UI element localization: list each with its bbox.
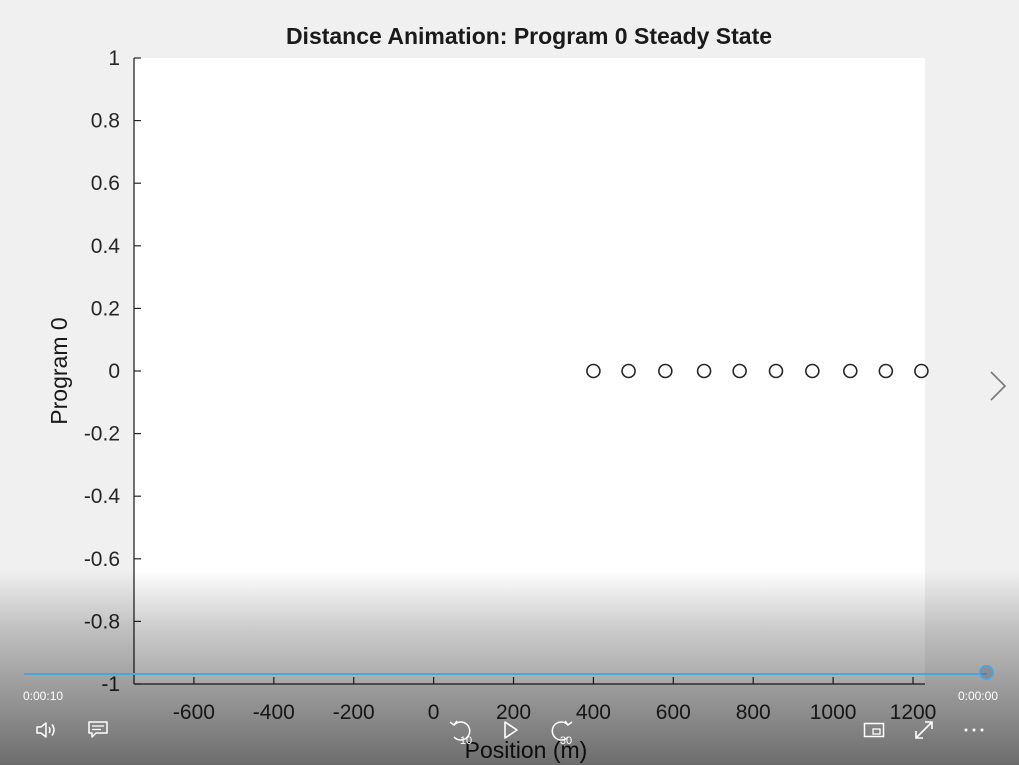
y-tick-label: 1 [108, 47, 120, 70]
y-tick-label: 0.8 [91, 110, 120, 133]
volume-icon [36, 722, 55, 738]
data-point [842, 363, 858, 379]
x-tick-label: -400 [253, 701, 295, 724]
x-tick-label: 600 [656, 701, 691, 724]
y-tick-label: -0.2 [84, 423, 120, 446]
rewind-seconds: 10 [460, 735, 472, 745]
y-tick-label: 0.4 [91, 235, 121, 258]
y-tick-label: -1 [101, 673, 120, 696]
data-point [621, 363, 636, 379]
x-tick-label: 400 [576, 701, 611, 724]
data-point [768, 363, 784, 379]
miniview-button[interactable] [854, 710, 894, 750]
captions-icon [88, 721, 108, 738]
y-tick-label: -0.4 [84, 485, 121, 508]
seek-thumb[interactable] [979, 665, 994, 680]
y-tick-label: 0.2 [91, 297, 120, 320]
y-tick-label: -0.8 [84, 610, 120, 633]
seek-bar[interactable] [24, 673, 987, 675]
forward-30-icon: 30 [551, 720, 573, 745]
more-button[interactable] [954, 710, 994, 750]
data-point [878, 363, 894, 379]
rewind-button[interactable]: 10 [441, 710, 481, 750]
x-tick-label: -200 [333, 701, 375, 724]
x-tick-label: 0 [428, 701, 440, 724]
play-icon [504, 721, 518, 739]
forward-button[interactable]: 30 [541, 710, 581, 750]
y-axis-label: Program 0 [46, 317, 72, 424]
miniview-icon [863, 722, 885, 738]
next-chevron-icon[interactable] [985, 366, 1011, 406]
y-tick-label: -0.6 [84, 548, 120, 571]
data-point [732, 363, 747, 379]
data-point [914, 363, 929, 379]
play-button[interactable] [491, 710, 531, 750]
x-tick-label: 1000 [810, 701, 857, 724]
fullscreen-button[interactable] [904, 710, 944, 750]
data-point [805, 363, 820, 379]
data-point [586, 363, 601, 379]
captions-button[interactable] [78, 710, 118, 750]
more-icon [964, 728, 984, 732]
elapsed-time: 0:00:10 [23, 689, 64, 703]
rewind-10-icon: 10 [449, 720, 472, 745]
chart-title: Distance Animation: Program 0 Steady Sta… [286, 23, 772, 49]
y-tick-label: 0 [108, 360, 120, 383]
forward-seconds: 30 [560, 735, 572, 745]
y-tick-label: 0.6 [91, 172, 120, 195]
x-tick-label: -600 [173, 701, 215, 724]
volume-button[interactable] [27, 710, 67, 750]
fullscreen-icon [915, 721, 933, 739]
data-point [696, 363, 712, 379]
x-tick-label: 800 [736, 701, 771, 724]
data-point [658, 363, 673, 379]
remaining-time: 0:00:00 [957, 689, 998, 703]
